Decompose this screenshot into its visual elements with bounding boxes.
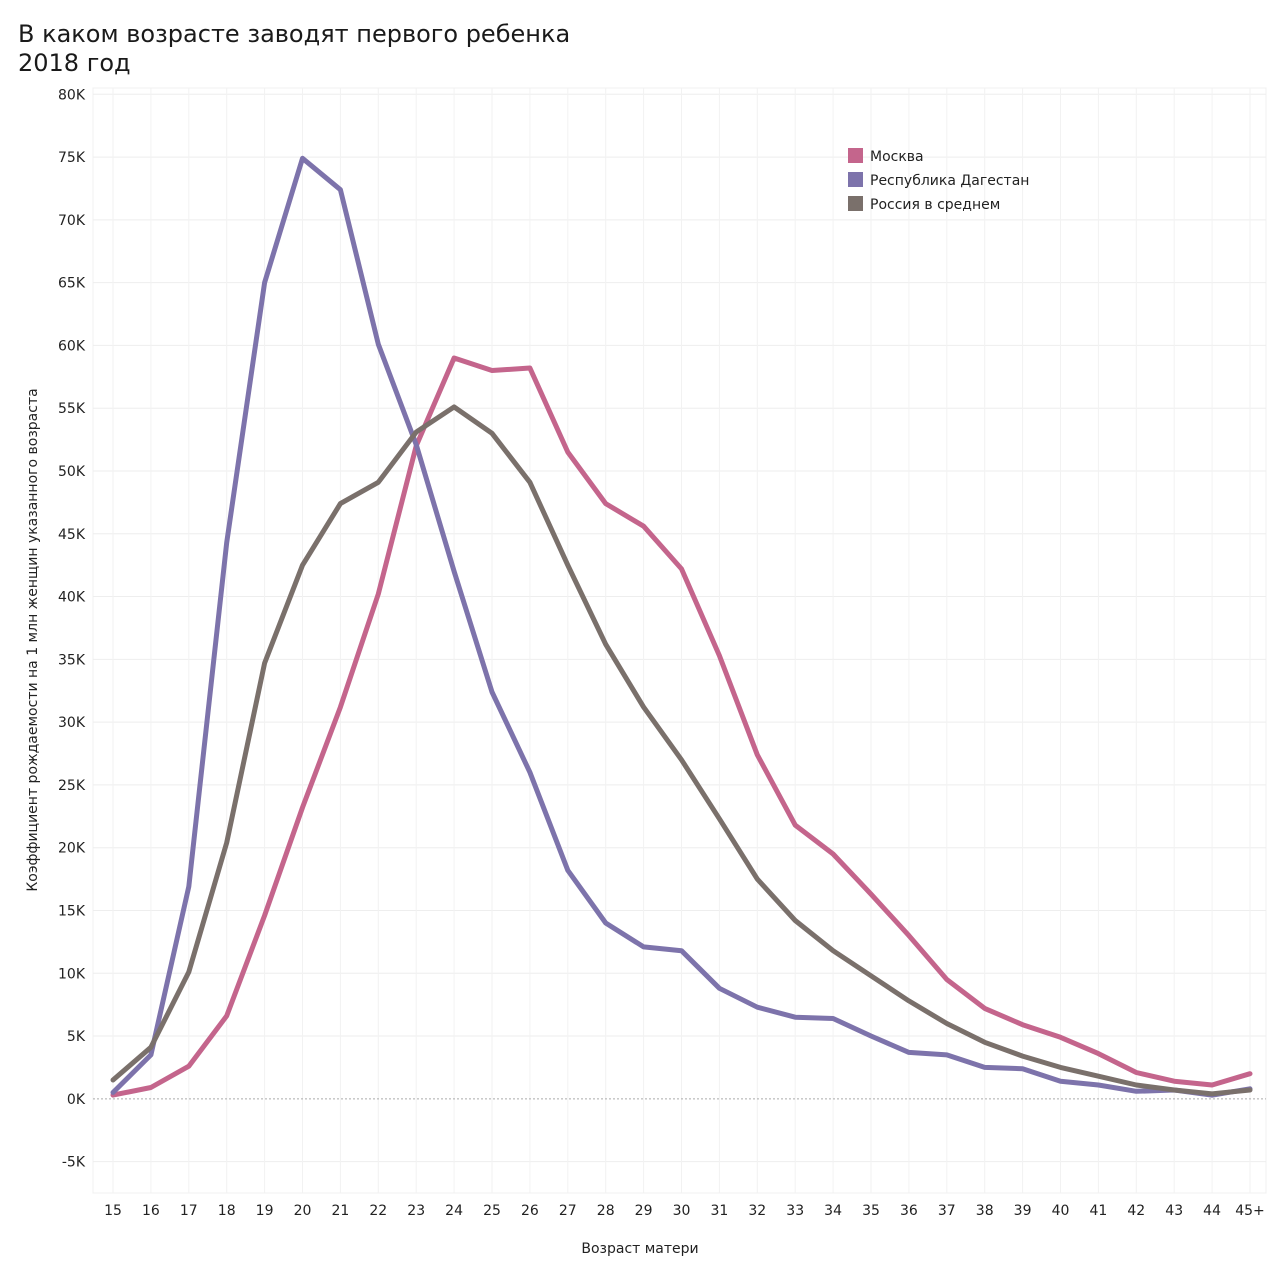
x-tick-label: 29 <box>635 1203 653 1219</box>
series-lines <box>110 155 1253 1098</box>
y-tick-label: 40K <box>58 590 86 606</box>
y-tick-label: 0K <box>67 1092 86 1108</box>
y-tick-label: 10K <box>58 966 86 982</box>
y-axis-title: Коэффициент рождаемости на 1 млн женщин … <box>25 388 41 891</box>
legend-swatch <box>848 172 863 187</box>
x-tick-label: 34 <box>824 1203 842 1219</box>
y-tick-label: 15K <box>58 903 86 919</box>
y-axis-ticks: -5K 0K 5K 10K 15K 20K 25K 30K 35K 40K 45K 50K 55K 60K… <box>58 87 86 1170</box>
y-tick-label: 45K <box>58 527 86 543</box>
x-tick-label: 41 <box>1089 1203 1107 1219</box>
x-tick-label: 16 <box>142 1203 160 1219</box>
x-axis-ticks: 15 16 17 18 19 20 21 22 23 24 25 26 27 28 29 30 31 32 33 34… <box>104 1203 1265 1219</box>
x-tick-label: 44 <box>1203 1203 1221 1219</box>
x-axis-title: Возраст матери <box>581 1241 698 1257</box>
x-tick-label: 26 <box>521 1203 539 1219</box>
x-tick-label: 38 <box>976 1203 994 1219</box>
x-tick-label: 19 <box>256 1203 274 1219</box>
chart-subtitle: 2018 год <box>18 49 131 77</box>
x-tick-label: 32 <box>748 1203 766 1219</box>
y-tick-label: 80K <box>58 87 86 103</box>
chart-title-block: В каком возрасте заводят первого ребенка… <box>18 20 570 78</box>
chart-title: В каком возрасте заводят первого ребенка <box>18 20 571 48</box>
x-tick-label: 39 <box>1014 1203 1032 1219</box>
x-tick-label: 45+ <box>1235 1203 1265 1219</box>
x-tick-label: 40 <box>1052 1203 1070 1219</box>
x-tick-label: 33 <box>786 1203 804 1219</box>
legend-swatch <box>848 196 863 211</box>
y-tick-label: 50K <box>58 464 86 480</box>
x-tick-label: 20 <box>294 1203 312 1219</box>
x-tick-label: 27 <box>559 1203 577 1219</box>
x-tick-label: 25 <box>483 1203 501 1219</box>
y-tick-label: 25K <box>58 778 86 794</box>
series-line-республика-дагестан <box>110 155 1253 1098</box>
x-tick-label: 17 <box>180 1203 198 1219</box>
y-tick-label: 35K <box>58 652 86 668</box>
y-tick-label: 5K <box>67 1029 86 1045</box>
y-tick-label: 55K <box>58 401 86 417</box>
x-tick-label: 21 <box>331 1203 349 1219</box>
legend-label: Россия в среднем <box>870 197 1000 213</box>
x-tick-label: 22 <box>369 1203 387 1219</box>
grid-lines <box>92 87 1267 1194</box>
y-tick-label: 75K <box>58 150 86 166</box>
x-tick-label: 37 <box>938 1203 956 1219</box>
y-tick-label: 65K <box>58 276 86 292</box>
y-tick-label: 20K <box>58 841 86 857</box>
x-tick-label: 36 <box>900 1203 918 1219</box>
x-tick-label: 43 <box>1165 1203 1183 1219</box>
plot-area <box>92 87 1267 1194</box>
x-tick-label: 35 <box>862 1203 880 1219</box>
x-tick-label: 28 <box>597 1203 615 1219</box>
series-line-россия-в-среднем <box>110 404 1253 1097</box>
x-tick-label: 18 <box>218 1203 236 1219</box>
legend-label: Москва <box>870 149 924 165</box>
legend-label: Республика Дагестан <box>870 173 1029 189</box>
legend: Москва Республика Дагестан Россия в средне… <box>848 148 1029 213</box>
series-line-москва <box>110 355 1253 1098</box>
legend-swatch <box>848 148 863 163</box>
y-tick-label: -5K <box>62 1155 86 1171</box>
y-tick-label: 30K <box>58 715 86 731</box>
x-tick-label: 42 <box>1127 1203 1145 1219</box>
x-tick-label: 23 <box>407 1203 425 1219</box>
x-tick-label: 24 <box>445 1203 463 1219</box>
y-tick-label: 60K <box>58 338 86 354</box>
x-tick-label: 15 <box>104 1203 122 1219</box>
y-tick-label: 70K <box>58 213 86 229</box>
x-tick-label: 31 <box>710 1203 728 1219</box>
x-tick-label: 30 <box>673 1203 691 1219</box>
